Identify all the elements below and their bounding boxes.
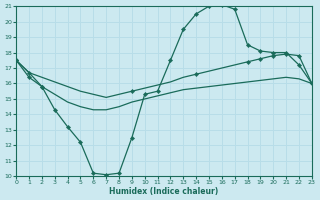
X-axis label: Humidex (Indice chaleur): Humidex (Indice chaleur)	[109, 187, 219, 196]
